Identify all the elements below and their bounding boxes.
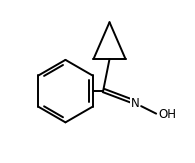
Text: OH: OH xyxy=(158,108,176,121)
Text: N: N xyxy=(131,97,140,110)
